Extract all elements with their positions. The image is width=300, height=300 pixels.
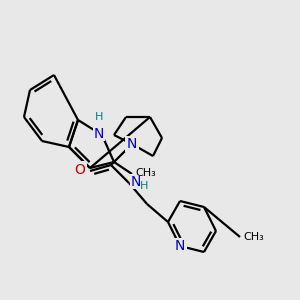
Text: H: H <box>140 181 148 191</box>
Text: O: O <box>75 163 86 176</box>
Text: N: N <box>175 239 185 253</box>
Text: N: N <box>130 175 141 188</box>
Text: H: H <box>95 112 103 122</box>
Text: CH₃: CH₃ <box>135 167 156 178</box>
Text: N: N <box>127 137 137 151</box>
Text: N: N <box>94 127 104 140</box>
Text: CH₃: CH₃ <box>243 232 264 242</box>
